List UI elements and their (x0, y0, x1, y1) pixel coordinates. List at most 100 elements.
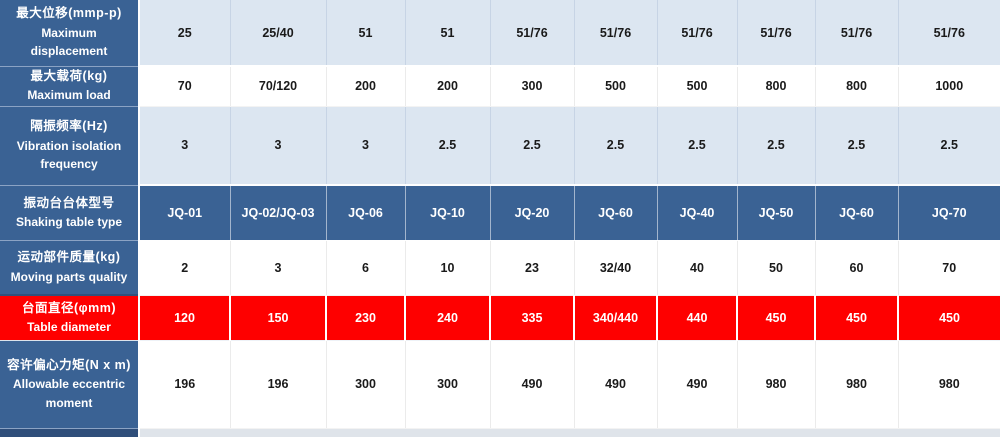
row-header-zh: 最大位移(mmp-p) (16, 6, 122, 21)
row-header: 隔振频率(Hz) Vibration isolation frequency (0, 106, 140, 186)
table-row (0, 427, 1000, 437)
data-cell: 240 (405, 294, 491, 341)
data-cell: 70 (139, 66, 231, 107)
data-cell: 490 (490, 340, 575, 429)
data-cell: 196 (139, 340, 231, 429)
data-cell: JQ-01 (139, 184, 231, 241)
data-cell (326, 427, 405, 437)
data-cell: 50 (737, 240, 816, 296)
data-cell: 6 (326, 240, 406, 296)
data-cell: 32/40 (574, 240, 658, 296)
row-header-en: Moving parts quality (10, 269, 128, 284)
row-header-en: Maximum displacement (30, 25, 108, 59)
data-cell: JQ-50 (737, 184, 816, 241)
data-cell: 51 (326, 0, 406, 67)
data-cell: 60 (815, 240, 899, 296)
row-header: 台面直径(φmm) Table diameter (0, 294, 140, 341)
data-cell: 2 (139, 240, 231, 296)
data-cell: 500 (657, 66, 738, 107)
data-cell: 25 (139, 0, 231, 67)
row-header-zh: 运动部件质量(kg) (17, 250, 121, 265)
row-header-en: Vibration isolation frequency (16, 138, 122, 172)
data-cell: 3 (326, 106, 406, 186)
data-cell: 51/76 (490, 0, 575, 67)
data-cell: 490 (657, 340, 738, 429)
data-cell: 800 (815, 66, 899, 107)
row-header: 最大位移(mmp-p) Maximum displacement (0, 0, 140, 67)
row-header-zh: 振动台台体型号 (23, 195, 115, 210)
row-header-en: Allowable eccentric moment (12, 377, 126, 410)
row-header-en: Maximum load (27, 88, 111, 103)
data-cell: 450 (815, 294, 899, 341)
data-cell: 3 (139, 106, 231, 186)
data-cell: 450 (898, 294, 1000, 341)
data-cell: 450 (737, 294, 816, 341)
data-cell: 335 (490, 294, 575, 341)
table-row: 隔振频率(Hz) Vibration isolation frequency 3 3 3… (0, 106, 1000, 186)
table-row: 振动台台体型号 Shaking table type JQ-01 JQ-02/JQ-0… (0, 184, 1000, 241)
data-cell (657, 427, 737, 437)
data-cell: JQ-60 (815, 184, 899, 241)
data-cell: 300 (326, 340, 406, 429)
data-cell (898, 427, 1000, 437)
row-header: 容许偏心力矩(N x m) Allowable eccentric moment (0, 340, 140, 429)
data-cell: 2.5 (490, 106, 575, 186)
data-cell: 490 (574, 340, 658, 429)
data-cell (230, 427, 326, 437)
data-cell: 200 (405, 66, 491, 107)
data-cell: JQ-10 (405, 184, 491, 241)
data-cell: 51 (405, 0, 491, 67)
row-header-zh: 最大载荷(kg) (30, 69, 108, 84)
row-header (0, 427, 140, 437)
data-cell (574, 427, 657, 437)
data-cell: 196 (230, 340, 327, 429)
data-cell: JQ-70 (898, 184, 1000, 241)
data-cell: 440 (657, 294, 738, 341)
data-cell: JQ-20 (490, 184, 575, 241)
data-cell (737, 427, 815, 437)
data-cell: 2.5 (898, 106, 1000, 186)
data-cell: 40 (657, 240, 738, 296)
row-header: 最大载荷(kg) Maximum load (0, 66, 140, 107)
data-cell: 10 (405, 240, 491, 296)
data-cell: 2.5 (815, 106, 899, 186)
data-cell: 300 (405, 340, 491, 429)
data-cell: JQ-60 (574, 184, 658, 241)
row-header-zh: 容许偏心力矩(N x m) (7, 357, 131, 372)
data-cell: 3 (230, 240, 327, 296)
row-header-zh: 台面直径(φmm) (22, 300, 116, 315)
data-cell: 51/76 (898, 0, 1000, 67)
data-cell: 3 (230, 106, 327, 186)
data-cell: 2.5 (574, 106, 658, 186)
data-cell: 2.5 (737, 106, 816, 186)
data-cell: 230 (326, 294, 406, 341)
data-cell (139, 427, 230, 437)
data-cell: 51/76 (574, 0, 658, 67)
data-cell (815, 427, 898, 437)
row-header-en: Shaking table type (15, 214, 123, 229)
data-cell: 200 (326, 66, 406, 107)
data-cell: 1000 (898, 66, 1000, 107)
data-cell: 340/440 (574, 294, 658, 341)
data-cell: 23 (490, 240, 575, 296)
data-cell: JQ-02/JQ-03 (230, 184, 327, 241)
data-cell (405, 427, 490, 437)
data-cell: 800 (737, 66, 816, 107)
row-header-en: Table diameter (27, 320, 111, 335)
data-cell: 51/76 (657, 0, 738, 67)
data-cell: 25/40 (230, 0, 327, 67)
data-cell: 500 (574, 66, 658, 107)
data-cell: 980 (898, 340, 1000, 429)
data-cell: 51/76 (737, 0, 816, 67)
table-row: 台面直径(φmm) Table diameter 120 150 230 240 335 34… (0, 294, 1000, 341)
data-cell: 70/120 (230, 66, 327, 107)
data-cell (490, 427, 574, 437)
data-cell: 300 (490, 66, 575, 107)
data-cell: 51/76 (815, 0, 899, 67)
table-row: 运动部件质量(kg) Moving parts quality 2 3 6 10 23 32/… (0, 240, 1000, 296)
data-cell: JQ-40 (657, 184, 738, 241)
data-cell: 120 (139, 294, 231, 341)
table-row: 最大载荷(kg) Maximum load 70 70/120 200 200 300 500… (0, 66, 1000, 107)
